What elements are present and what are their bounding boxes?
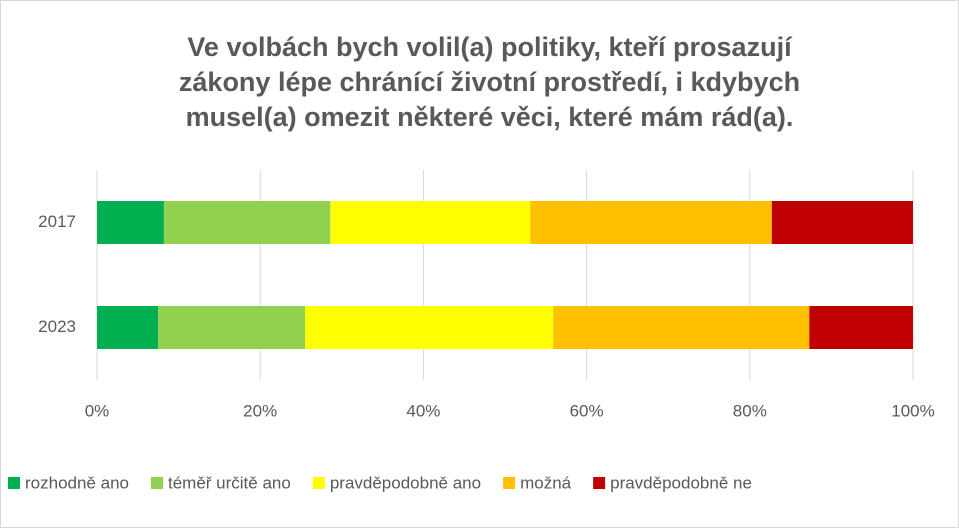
bar-segment <box>553 306 810 349</box>
x-tick-label: 40% <box>406 401 440 420</box>
x-tick-label: 20% <box>243 401 277 420</box>
legend-swatch <box>150 477 163 489</box>
bar-segment <box>305 306 554 349</box>
bar-segment <box>530 201 772 244</box>
legend-swatch <box>503 477 516 489</box>
legend-swatch <box>593 477 606 489</box>
chart-title: Ve volbách bych volil(a) politiky, kteří… <box>178 32 801 132</box>
legend-label: rozhodně ano <box>25 473 129 492</box>
bar-segment <box>97 201 164 244</box>
x-tick-label: 100% <box>891 401 934 420</box>
x-tick-label: 80% <box>733 401 767 420</box>
bar-segment <box>809 306 913 349</box>
bar-segment <box>771 201 913 244</box>
legend-label: pravděpodobně ne <box>610 473 752 492</box>
legend-swatch <box>8 477 20 489</box>
legend-label: téměř určitě ano <box>168 473 291 492</box>
y-tick-label: 2017 <box>38 212 76 231</box>
legend-swatch <box>312 477 325 489</box>
bar-segment <box>158 306 306 349</box>
bar-segment <box>330 201 531 244</box>
legend-label: pravděpodobně ano <box>330 473 481 492</box>
bar-segment <box>163 201 331 244</box>
y-tick-label: 2023 <box>38 317 76 336</box>
legend-label: možná <box>520 473 572 492</box>
x-tick-label: 60% <box>570 401 604 420</box>
x-tick-label: 0% <box>85 401 110 420</box>
bar-segment <box>97 306 159 349</box>
